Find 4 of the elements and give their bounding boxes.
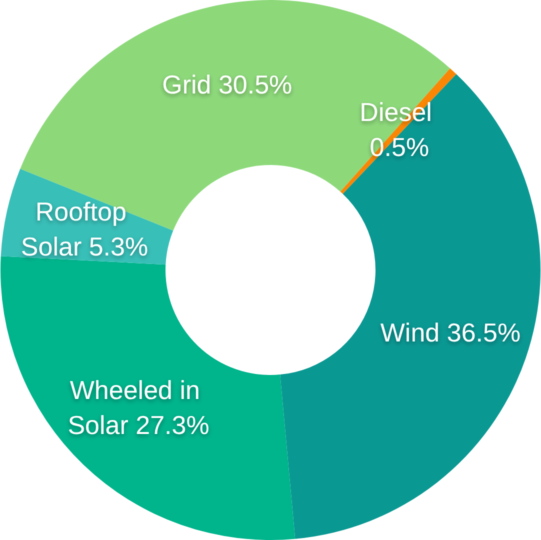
slice-label: Grid 30.5% bbox=[162, 70, 292, 100]
slice-label: Wheeled in Solar 27.3% bbox=[68, 374, 210, 440]
slice-label: Wind 36.5% bbox=[380, 317, 521, 348]
slice-label: Rooftop Solar 5.3% bbox=[20, 196, 148, 262]
